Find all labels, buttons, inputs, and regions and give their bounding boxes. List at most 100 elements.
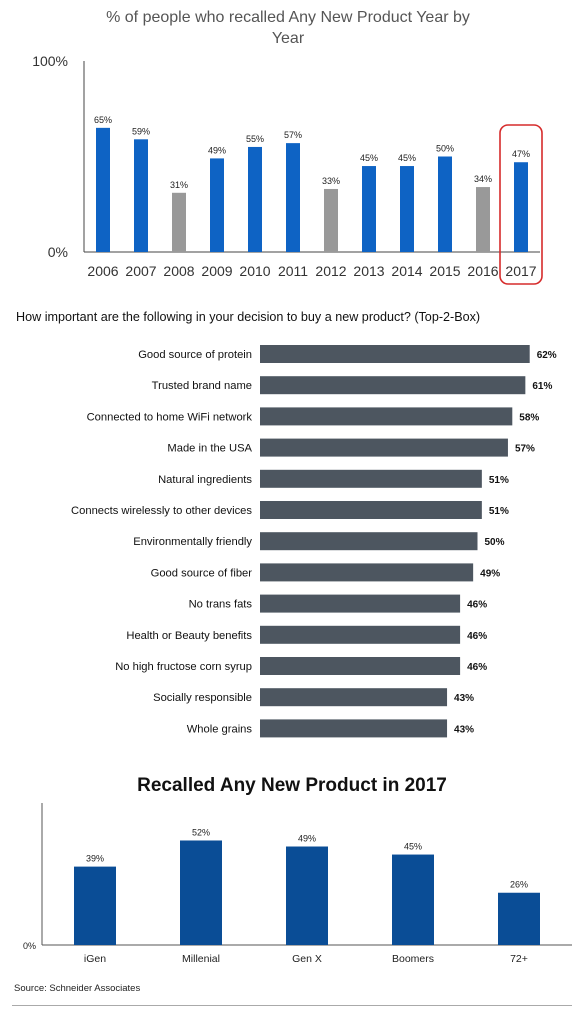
data-label: 49% (480, 568, 500, 579)
data-label: 50% (485, 537, 505, 548)
bar (260, 376, 526, 395)
bar-2010 (248, 146, 262, 252)
data-label: 43% (454, 693, 474, 704)
category-label: Good source of protein (138, 349, 252, 361)
bar-2007 (134, 139, 148, 252)
data-label-2006: 65% (94, 115, 112, 125)
bar-2017 (514, 162, 528, 252)
category-label: Connected to home WiFi network (87, 411, 253, 423)
chart2-title: How important are the following in your … (16, 310, 481, 324)
bar-2013 (362, 166, 376, 252)
y-tick-label: 0% (48, 244, 68, 260)
data-label: 58% (519, 412, 539, 423)
data-label: 51% (489, 506, 509, 517)
chart1-title-line1: % of people who recalled Any New Product… (106, 9, 470, 26)
x-tick-label-2014: 2014 (391, 263, 422, 279)
data-label: 46% (467, 631, 487, 642)
data-label-2014: 45% (398, 153, 416, 163)
bar (260, 657, 461, 675)
data-label: 62% (537, 350, 557, 361)
bar (260, 688, 448, 707)
category-label: Trusted brand name (152, 380, 252, 392)
bar (260, 594, 461, 613)
x-tick-label-2008: 2008 (163, 263, 194, 279)
data-label-2011: 57% (284, 130, 302, 140)
data-label-2007: 59% (132, 126, 150, 136)
data-label: 49% (298, 834, 316, 844)
data-label-2017: 47% (512, 149, 530, 159)
bar (260, 469, 482, 488)
bar (392, 854, 434, 945)
category-label: Whole grains (187, 723, 253, 735)
data-label: 52% (192, 827, 210, 837)
y-tick-label: 100% (32, 53, 68, 69)
data-label-2012: 33% (322, 176, 340, 186)
data-label-2009: 49% (208, 145, 226, 155)
data-label: 46% (467, 600, 487, 611)
x-tick-label-2017: 2017 (505, 263, 536, 279)
x-tick-label: Gen X (292, 953, 322, 965)
x-tick-label: 72+ (510, 953, 528, 965)
category-label: Natural ingredients (158, 474, 252, 486)
data-label: 61% (532, 381, 552, 392)
category-label: No high fructose corn syrup (115, 661, 252, 673)
x-tick-label-2009: 2009 (201, 263, 232, 279)
chart-recall-by-year: % of people who recalled Any New Product… (32, 9, 543, 285)
bar (260, 563, 474, 582)
bar (286, 846, 328, 945)
source-note: Source: Schneider Associates (14, 983, 141, 994)
x-tick-label-2010: 2010 (239, 263, 270, 279)
data-label-2013: 45% (360, 153, 378, 163)
divider (12, 1005, 572, 1006)
chart-purchase-importance: Good source of protein 62% Trusted brand n… (71, 345, 557, 738)
bar (260, 532, 478, 551)
chart1-title-line2: Year (272, 30, 305, 47)
data-label: 39% (86, 854, 104, 864)
data-label-2016: 34% (474, 174, 492, 184)
x-tick-label: Boomers (392, 953, 434, 965)
data-label-2015: 50% (436, 144, 454, 154)
data-label-2010: 55% (246, 134, 264, 144)
bar-2009 (210, 158, 224, 252)
x-tick-label-2006: 2006 (87, 263, 118, 279)
bar-2014 (400, 166, 414, 252)
bar (498, 892, 540, 945)
bar (74, 866, 116, 945)
category-label: Connects wirelessly to other devices (71, 505, 252, 517)
bar (260, 501, 482, 519)
bar (260, 438, 508, 457)
bar (260, 345, 530, 363)
bar-2008 (172, 192, 186, 252)
bar (180, 840, 222, 945)
category-label: Good source of fiber (151, 567, 253, 579)
x-tick-label-2011: 2011 (278, 263, 308, 279)
data-label: 51% (489, 475, 509, 486)
bar (260, 625, 461, 644)
data-label: 43% (454, 724, 474, 735)
data-label-2008: 31% (170, 180, 188, 190)
x-tick-label: Millenial (182, 953, 220, 965)
highlight-box (499, 124, 543, 285)
bar-2016 (476, 187, 490, 252)
x-tick-label-2012: 2012 (315, 263, 346, 279)
bar-2012 (324, 188, 338, 252)
x-tick-label-2013: 2013 (353, 263, 384, 279)
bar (260, 719, 448, 738)
category-label: Health or Beauty benefits (126, 630, 252, 642)
data-label: 57% (515, 444, 535, 455)
x-tick-label: iGen (84, 953, 106, 965)
data-label: 26% (510, 880, 528, 890)
category-label: Made in the USA (167, 443, 252, 455)
bar (260, 407, 513, 426)
category-label: Socially responsible (153, 692, 252, 704)
chart-recall-by-generation: 0% 39% iGen 52% Millenial 49% Gen X 45% Boomers… (23, 803, 572, 965)
x-tick-label-2016: 2016 (467, 263, 498, 279)
category-label: Environmentally friendly (133, 536, 252, 548)
bar-2006 (96, 127, 110, 252)
y-tick-label: 0% (23, 941, 36, 951)
category-label: No trans fats (189, 599, 253, 611)
x-tick-label-2007: 2007 (125, 263, 156, 279)
bar-2011 (286, 143, 300, 252)
chart3-title: Recalled Any New Product in 2017 (137, 775, 447, 796)
data-label: 46% (467, 662, 487, 673)
